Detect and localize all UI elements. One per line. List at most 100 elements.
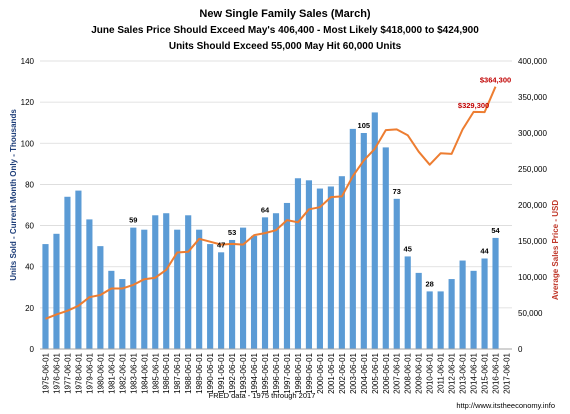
x-tick-label: 1997-06-01 — [283, 352, 292, 393]
bar — [371, 112, 378, 349]
x-tick-label: 2001-06-01 — [327, 352, 336, 393]
x-tick-label: 2012-06-01 — [448, 352, 457, 393]
bar-data-label: 53 — [228, 228, 236, 237]
y2-tick-label: 400,000 — [518, 57, 547, 66]
chart-title: New Single Family Sales (March) — [199, 8, 371, 20]
x-tick-label: 1998-06-01 — [294, 352, 303, 393]
bar — [53, 233, 60, 349]
bar — [97, 246, 104, 349]
x-tick-label: 1991-06-01 — [217, 352, 226, 393]
x-tick-label: 1994-06-01 — [250, 352, 259, 393]
x-tick-label: 2002-06-01 — [338, 352, 347, 393]
y-tick-label: 100 — [21, 139, 35, 148]
bar — [196, 229, 203, 349]
bar — [327, 186, 334, 349]
y-tick-label: 20 — [25, 304, 34, 313]
bar — [481, 258, 488, 349]
bar — [229, 239, 236, 349]
x-tick-label: 2004-06-01 — [360, 352, 369, 393]
x-tick-label: 1981-06-01 — [107, 352, 116, 393]
y-tick-label: 80 — [25, 180, 34, 189]
bar-data-label: 73 — [393, 187, 401, 196]
axes: 0 20 40 60 80 100 120 140 0 50,000 100,000 150,000 2… — [21, 57, 548, 394]
bar — [393, 198, 400, 349]
bar — [130, 227, 137, 349]
x-tick-label: 1984-06-01 — [140, 352, 149, 393]
x-tick-label: 1988-06-01 — [184, 352, 193, 393]
bar — [404, 256, 411, 349]
x-tick-label: 1987-06-01 — [173, 352, 182, 393]
x-tick-label: 1976-06-01 — [52, 352, 61, 393]
bar — [382, 147, 389, 349]
bar — [185, 215, 192, 349]
x-tick-label: 2016-06-01 — [492, 352, 501, 393]
bar-data-label: 45 — [404, 244, 412, 253]
bar-data-label: 47 — [217, 240, 225, 249]
x-tick-label: 1982-06-01 — [118, 352, 127, 393]
bar — [305, 180, 313, 349]
bar-series — [42, 112, 499, 349]
bar-data-label: 54 — [491, 226, 500, 235]
bar-data-label: 59 — [129, 216, 137, 225]
x-tick-label: 2006-06-01 — [382, 352, 391, 393]
bar — [207, 244, 214, 349]
x-tick-label: 2003-06-01 — [349, 352, 358, 393]
bar — [108, 270, 115, 349]
x-tick-label: 1992-06-01 — [228, 352, 237, 393]
chart-subtitle-2: Units Should Exceed 55,000 May Hit 60,00… — [169, 41, 402, 52]
x-tick-label: 2014-06-01 — [470, 352, 479, 393]
x-tick-label: 2017-06-01 — [503, 352, 512, 393]
x-tick-label: 1995-06-01 — [261, 352, 270, 393]
x-tick-label: 2011-06-01 — [437, 352, 446, 393]
x-tick-label: 1977-06-01 — [63, 352, 72, 393]
bar — [283, 202, 291, 349]
x-tick-label: 1993-06-01 — [239, 352, 248, 393]
bar — [415, 272, 422, 349]
bar — [141, 229, 148, 349]
chart-subtitle-1: June Sales Price Should Exceed May's 406… — [91, 25, 479, 36]
y2-tick-label: 300,000 — [518, 129, 547, 138]
bar — [218, 252, 225, 349]
bar — [152, 215, 159, 349]
bar — [448, 279, 455, 349]
bar — [163, 213, 170, 349]
bar — [470, 270, 477, 349]
x-tick-label: 1985-06-01 — [151, 352, 160, 393]
x-tick-label: 1979-06-01 — [85, 352, 94, 393]
bar — [294, 178, 302, 349]
y-tick-label: 140 — [21, 57, 35, 66]
x-tick-label: 1975-06-01 — [41, 352, 50, 393]
bar — [64, 196, 71, 349]
x-tick-label: 2000-06-01 — [316, 352, 325, 393]
y-axis-title: Units Sold - Current Month Only - Thousa… — [9, 109, 18, 281]
price-line — [45, 86, 497, 320]
bar — [42, 244, 49, 349]
x-tick-label: 2015-06-01 — [481, 352, 490, 393]
bar — [250, 235, 258, 349]
y2-tick-label: 350,000 — [518, 93, 547, 102]
bar — [239, 227, 247, 349]
source-note: FRED data - 1975 through 2017 — [209, 391, 316, 400]
bar — [119, 279, 126, 349]
x-tick-label: 2005-06-01 — [371, 352, 380, 393]
y2-tick-label: 0 — [518, 345, 523, 354]
bar — [360, 133, 367, 349]
x-tick-label: 1996-06-01 — [272, 352, 281, 393]
bar-data-label: 28 — [426, 279, 434, 288]
bar — [437, 291, 444, 349]
bar — [316, 188, 323, 349]
x-tick-label: 2009-06-01 — [415, 352, 424, 393]
bar — [86, 219, 93, 349]
y2-axis-title: Average Sales Price - USD — [551, 200, 560, 300]
x-tick-label: 1980-06-01 — [96, 352, 105, 393]
bar-data-label: 44 — [480, 246, 489, 255]
bar — [174, 229, 181, 349]
x-tick-label: 2010-06-01 — [426, 352, 435, 393]
price-data-label: $364,300 — [480, 76, 511, 85]
x-tick-label: 2013-06-01 — [459, 352, 468, 393]
x-tick-label: 1986-06-01 — [162, 352, 171, 393]
y2-tick-label: 100,000 — [518, 273, 547, 282]
x-tick-label: 2007-06-01 — [393, 352, 402, 393]
